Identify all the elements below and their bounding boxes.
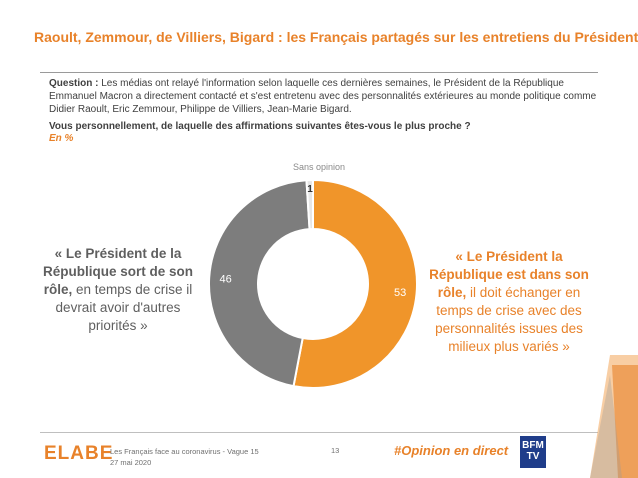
slice-value-label-1: 46	[220, 274, 232, 286]
sans-opinion-caption: Sans opinion	[293, 162, 345, 172]
left-quote: « Le Président de la République sort de …	[30, 245, 206, 335]
slice-value-label-2: 1	[307, 184, 313, 195]
right-quote: « Le Président la République est dans so…	[420, 248, 598, 356]
left-quote-rest: en temps de crise il devrait avoir d'aut…	[55, 282, 193, 333]
bfmtv-logo: BFM TV	[520, 436, 546, 468]
question-ask: Vous personnellement, de laquelle des af…	[49, 121, 471, 132]
donut-slice-1	[208, 179, 311, 388]
footer-source: Les Français face au coronavirus - Vague…	[110, 446, 259, 468]
footer-divider	[40, 432, 598, 433]
page-title: Raoult, Zemmour, de Villiers, Bigard : l…	[34, 29, 638, 45]
right-quote-bold: « Le Président la République est dans so…	[429, 249, 589, 300]
divider	[40, 72, 598, 73]
donut-slice-0	[292, 178, 418, 389]
decorative-triangle-icon	[590, 355, 638, 478]
question-label: Question :	[49, 78, 99, 89]
footer-date: 27 mai 2020	[110, 458, 152, 467]
slice-value-label-0: 53	[394, 287, 406, 299]
page-number: 13	[331, 446, 340, 455]
elabe-logo: ELABE	[44, 443, 114, 464]
hashtag: #Opinion en direct	[394, 443, 509, 458]
question-body: Les médias ont relayé l'information selo…	[49, 78, 597, 115]
footer-survey: Les Français face au coronavirus - Vague…	[110, 447, 259, 456]
right-quote-rest: il doit échanger en temps de crise avec …	[435, 285, 583, 354]
question-text: Question : Les médias ont relayé l'infor…	[49, 77, 597, 116]
donut-slice-2	[305, 178, 314, 231]
left-quote-bold: « Le Président de la République sort de …	[42, 246, 193, 297]
unit-label: En %	[49, 133, 74, 144]
